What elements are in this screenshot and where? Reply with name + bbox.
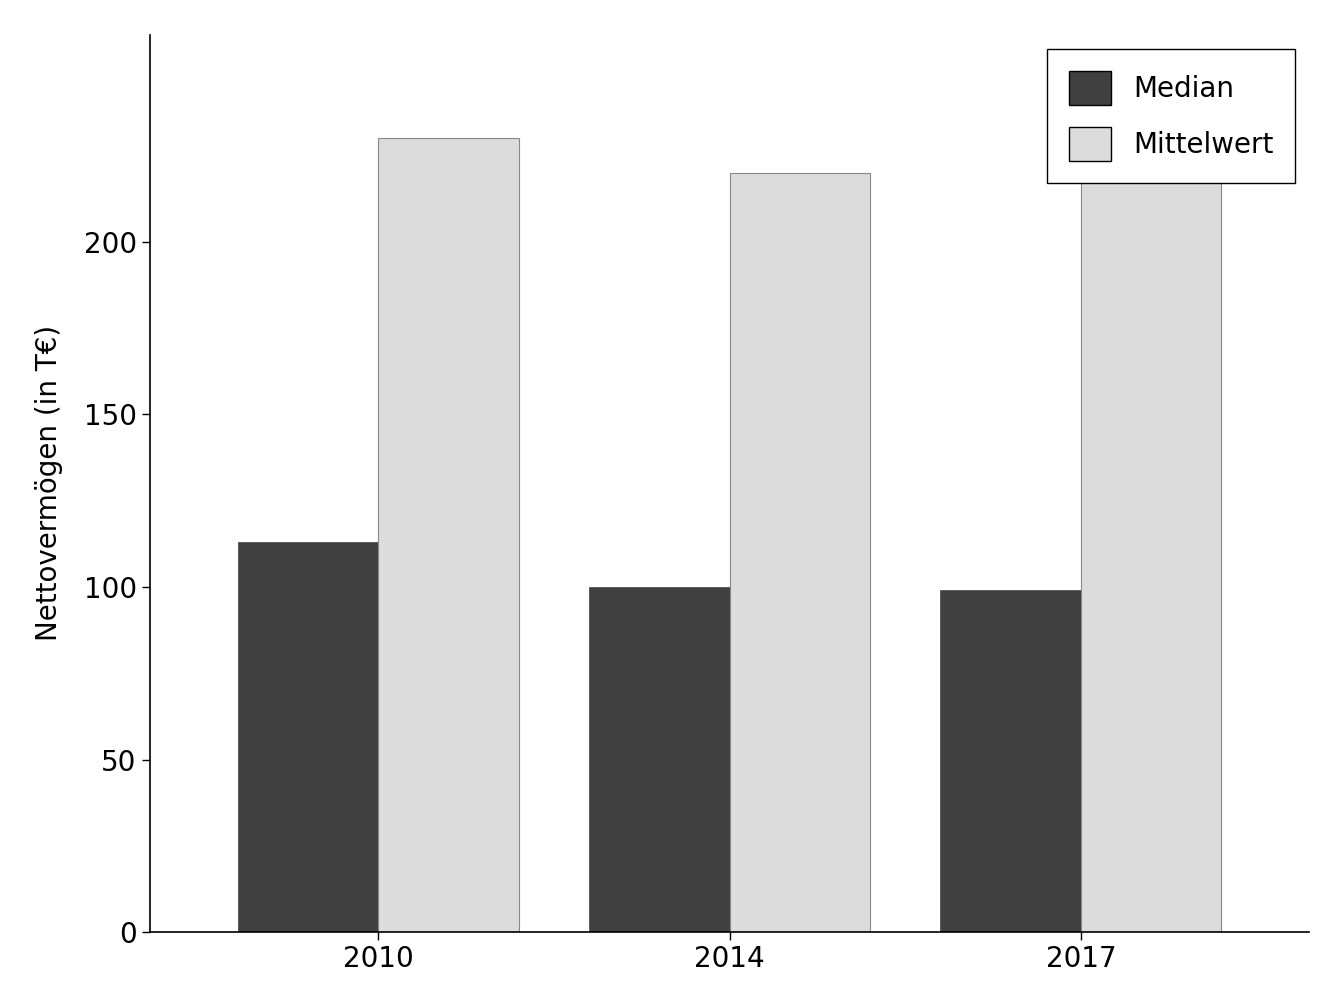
Bar: [1081, 148, 1222, 932]
Bar: [238, 542, 378, 932]
Bar: [730, 172, 870, 932]
Y-axis label: Nettovermögen (in T€): Nettovermögen (in T€): [35, 326, 63, 641]
Legend: Median, Mittelwert: Median, Mittelwert: [1047, 48, 1296, 183]
Bar: [941, 591, 1081, 932]
Bar: [589, 587, 730, 932]
Bar: [378, 138, 519, 932]
